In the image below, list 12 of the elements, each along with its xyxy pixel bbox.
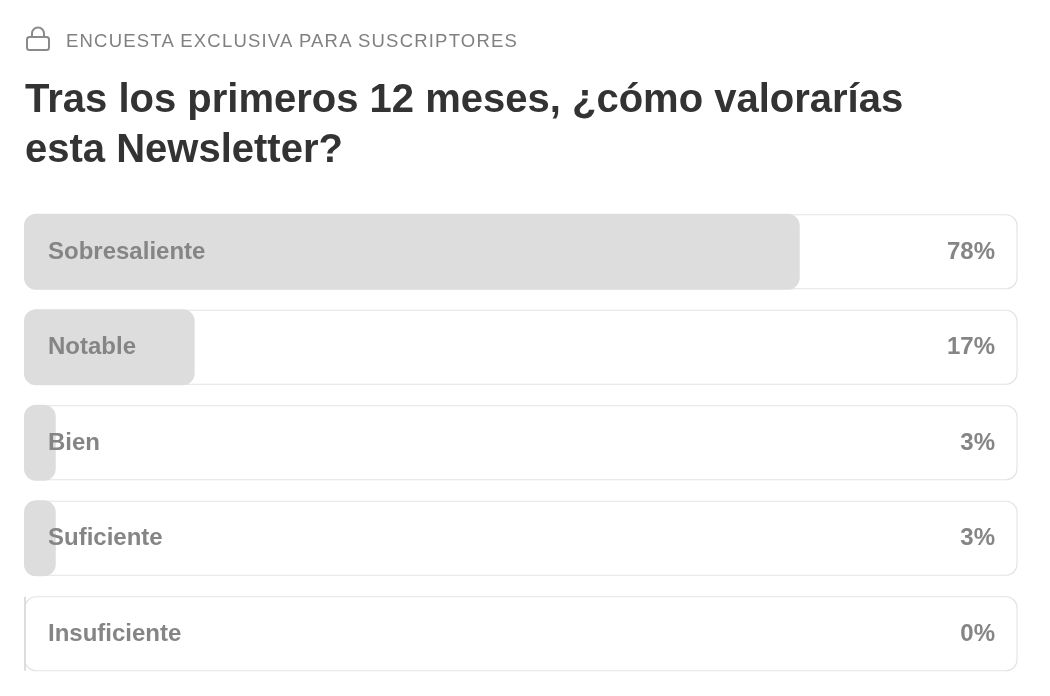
data-label: 3% (960, 523, 995, 551)
data-label: 0% (960, 618, 995, 646)
y-tick-label: Bien (48, 427, 101, 455)
data-label: 3% (960, 427, 995, 455)
data-label: 78% (946, 236, 995, 264)
y-tick-label: Sobresaliente (48, 236, 206, 264)
chart-title: Tras los primeros 12 meses, ¿cómo valorarías esta Newsletter? (25, 75, 905, 172)
data-label: 17% (946, 332, 995, 360)
y-tick-label: Insuficiente (48, 618, 182, 646)
chart-subtitle: ENCUESTA EXCLUSIVA PARA SUSCRIPTORES (66, 30, 519, 52)
y-tick-label: Suficiente (48, 523, 163, 551)
y-tick-label: Notable (48, 332, 137, 360)
